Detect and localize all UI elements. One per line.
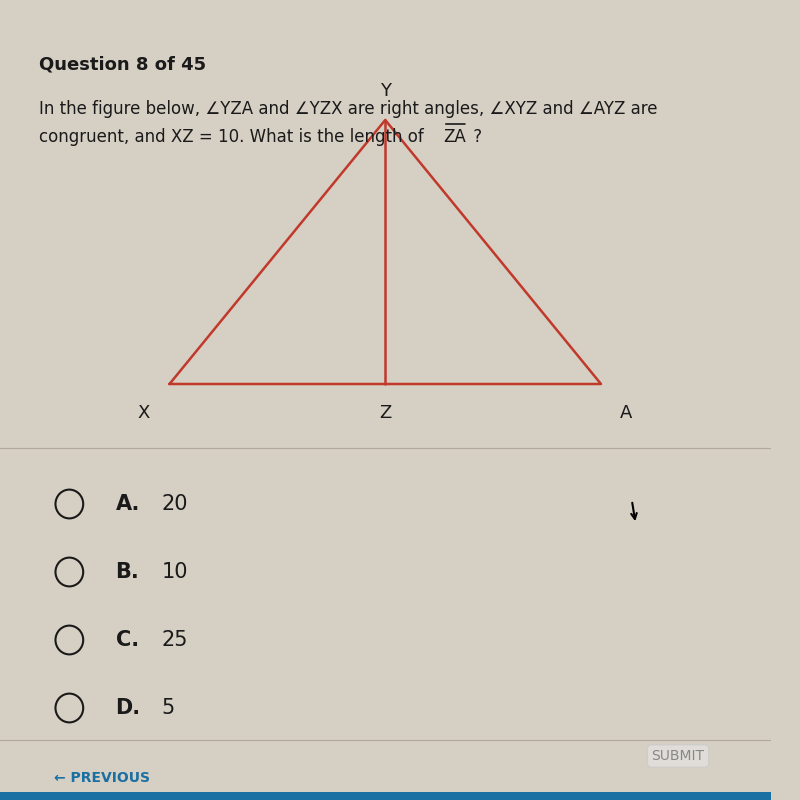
Text: SUBMIT: SUBMIT <box>651 749 705 763</box>
Text: ZA: ZA <box>443 128 466 146</box>
Text: 5: 5 <box>162 698 175 718</box>
Text: 10: 10 <box>162 562 188 582</box>
Text: In the figure below, ∠YZA and ∠YZX are right angles, ∠XYZ and ∠AYZ are: In the figure below, ∠YZA and ∠YZX are r… <box>38 100 657 118</box>
Text: 20: 20 <box>162 494 188 514</box>
Text: B.: B. <box>115 562 139 582</box>
Text: X: X <box>138 404 150 422</box>
Text: ?: ? <box>469 128 482 146</box>
Text: 25: 25 <box>162 630 188 650</box>
Text: Z: Z <box>379 404 391 422</box>
Bar <box>0 792 770 800</box>
Text: A.: A. <box>115 494 140 514</box>
Text: C.: C. <box>115 630 138 650</box>
Text: Question 8 of 45: Question 8 of 45 <box>38 56 206 74</box>
Text: Y: Y <box>380 82 390 100</box>
Text: A: A <box>620 404 633 422</box>
Text: congruent, and XZ = 10. What is the length of: congruent, and XZ = 10. What is the leng… <box>38 128 429 146</box>
Text: ← PREVIOUS: ← PREVIOUS <box>54 770 150 785</box>
Text: D.: D. <box>115 698 141 718</box>
